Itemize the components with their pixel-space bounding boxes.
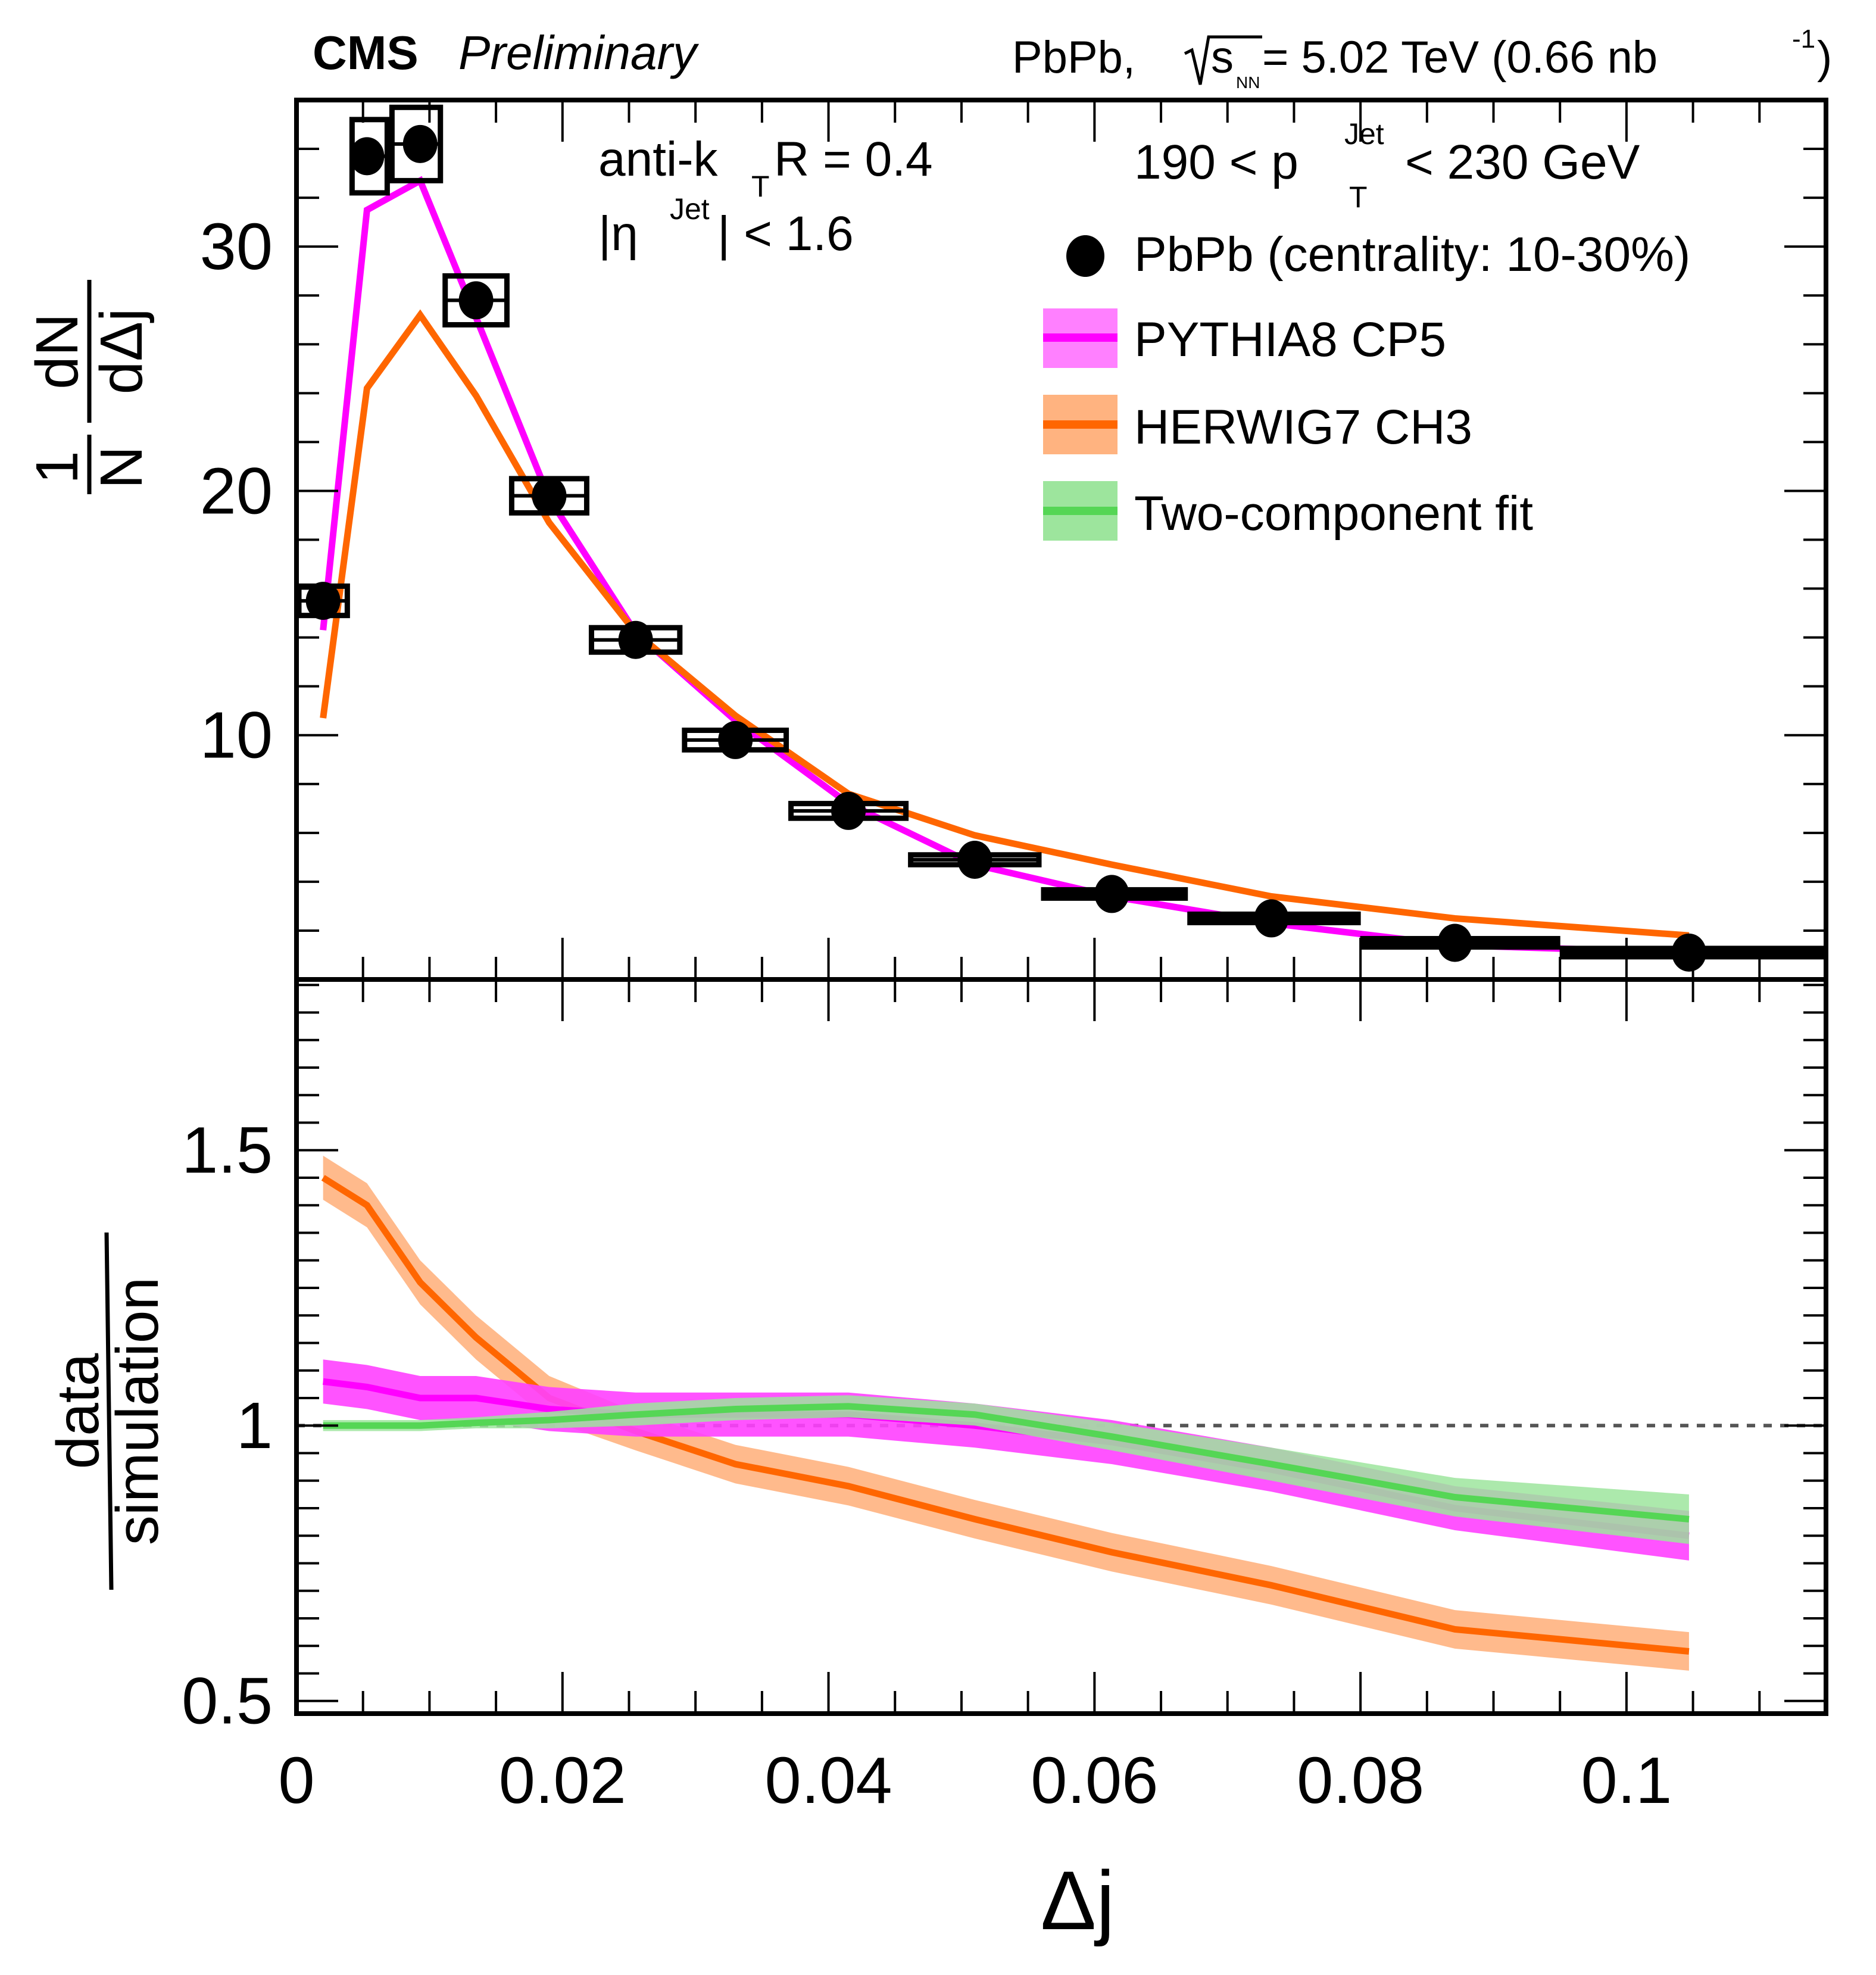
- svg-text:|η: |η: [598, 207, 638, 261]
- upper-model-lines: [320, 176, 1690, 956]
- svg-text:anti-k: anti-k: [598, 132, 719, 186]
- lower-y-axis-title: data simulation: [45, 1232, 171, 1590]
- data-point: [508, 476, 589, 516]
- data-marker: [532, 476, 567, 515]
- legend-item-pythia: PYTHIA8 CP5: [1043, 308, 1446, 368]
- svg-text:Jet: Jet: [670, 192, 710, 226]
- sqrt-symbol-icon: [1184, 35, 1262, 85]
- x-tick-label: 0: [278, 1744, 314, 1817]
- line-pythia8-cp5: [320, 176, 1690, 956]
- status-label: Preliminary: [458, 26, 700, 79]
- data-marker: [957, 840, 992, 879]
- data-marker: [402, 124, 438, 163]
- upper-axes: 10 20 30: [200, 98, 1828, 1021]
- data-point: [442, 273, 510, 327]
- upper-y-axis-title: 1 N dN dΔj: [24, 280, 155, 494]
- svg-text:= 5.02 TeV (0.66 nb: = 5.02 TeV (0.66 nb: [1262, 32, 1658, 83]
- data-point: [349, 117, 390, 196]
- experiment-label: CMS: [313, 26, 419, 79]
- svg-text:HERWIG7 CH3: HERWIG7 CH3: [1134, 400, 1472, 454]
- collision-label: PbPb, s NN = 5.02 TeV (0.66 nb -1 ): [1012, 24, 1832, 92]
- data-marker: [1094, 875, 1129, 913]
- svg-text:| < 1.6: | < 1.6: [717, 207, 854, 261]
- svg-text:s: s: [1211, 32, 1234, 83]
- data-point: [908, 840, 1042, 879]
- svg-text:-1: -1: [1792, 24, 1815, 54]
- svg-text:N: N: [88, 446, 155, 489]
- y-tick-label: 1: [236, 1389, 273, 1462]
- upper-data-points: [296, 104, 1827, 972]
- data-point: [1360, 923, 1560, 962]
- svg-text:Jet: Jet: [1344, 117, 1384, 151]
- x-tick-label: 0.02: [499, 1744, 626, 1817]
- data-point: [1187, 899, 1361, 938]
- data-marker: [831, 791, 866, 830]
- y-tick-label: 1.5: [182, 1114, 273, 1187]
- band-two-component-fit: [323, 1395, 1689, 1545]
- svg-text:simulation: simulation: [104, 1277, 171, 1545]
- svg-text:PbPb,: PbPb,: [1012, 32, 1135, 83]
- svg-text:PbPb (centrality: 10-30%): PbPb (centrality: 10-30%): [1134, 227, 1690, 282]
- data-point: [588, 620, 683, 659]
- lower-frame: [294, 977, 1828, 1716]
- data-point: [389, 104, 444, 183]
- x-tick-label: 0.06: [1031, 1744, 1158, 1817]
- line-two-component-fit: [323, 1403, 1690, 1522]
- data-point: [788, 791, 909, 830]
- y-tick-label: 10: [200, 699, 273, 772]
- svg-text:< 230 GeV: < 230 GeV: [1405, 135, 1640, 189]
- data-marker: [458, 281, 494, 320]
- lower-axes: 0 0.02 0.04 0.06 0.08 0.1 0.5 1 1.5: [182, 977, 1828, 1817]
- pt-range-label: 190 < p Jet T < 230 GeV: [1134, 117, 1640, 214]
- data-marker-icon: [1066, 235, 1104, 277]
- svg-text:1: 1: [24, 451, 90, 484]
- lower-plot-area: [296, 1155, 1826, 1671]
- line-herwig7-ch3: [321, 1175, 1690, 1655]
- data-marker: [618, 620, 653, 659]
- x-tick-label: 0.08: [1297, 1744, 1424, 1817]
- x-tick-label: 0.04: [765, 1744, 892, 1817]
- eta-cut-label: |η Jet | < 1.6: [598, 192, 854, 261]
- jet-algorithm-label: anti-k T R = 0.4: [598, 132, 933, 203]
- data-point: [1041, 875, 1188, 913]
- svg-text:Two-component fit: Two-component fit: [1134, 486, 1533, 541]
- svg-text:T: T: [1349, 180, 1368, 214]
- svg-text:R = 0.4: R = 0.4: [774, 132, 933, 186]
- svg-text:NN: NN: [1236, 73, 1260, 92]
- legend-item-fit: Two-component fit: [1043, 481, 1533, 541]
- y-tick-label: 30: [200, 210, 273, 283]
- data-point: [682, 720, 789, 759]
- svg-text:PYTHIA8 CP5: PYTHIA8 CP5: [1134, 313, 1446, 367]
- x-tick-label: 0.1: [1581, 1744, 1672, 1817]
- legend-item-herwig: HERWIG7 CH3: [1043, 395, 1472, 454]
- svg-text:190 < p: 190 < p: [1134, 135, 1298, 189]
- legend-item-pbpb: PbPb (centrality: 10-30%): [1066, 227, 1690, 282]
- data-marker: [1437, 923, 1472, 962]
- data-marker: [718, 720, 753, 759]
- y-tick-label: 0.5: [182, 1665, 273, 1738]
- line-herwig7-ch3: [320, 309, 1690, 939]
- legend: PbPb (centrality: 10-30%) PYTHIA8 CP5 HE…: [1043, 227, 1690, 541]
- data-marker: [1254, 899, 1289, 938]
- svg-text:): ): [1817, 32, 1832, 83]
- svg-text:T: T: [751, 170, 770, 203]
- svg-text:data: data: [45, 1353, 111, 1469]
- svg-text:dN: dN: [24, 313, 90, 389]
- x-axis-title: Δj: [1041, 1854, 1115, 1947]
- data-marker: [1671, 933, 1706, 972]
- data-marker: [305, 582, 341, 620]
- svg-text:dΔj: dΔj: [88, 308, 155, 395]
- data-marker: [349, 137, 385, 176]
- y-tick-label: 20: [200, 454, 273, 528]
